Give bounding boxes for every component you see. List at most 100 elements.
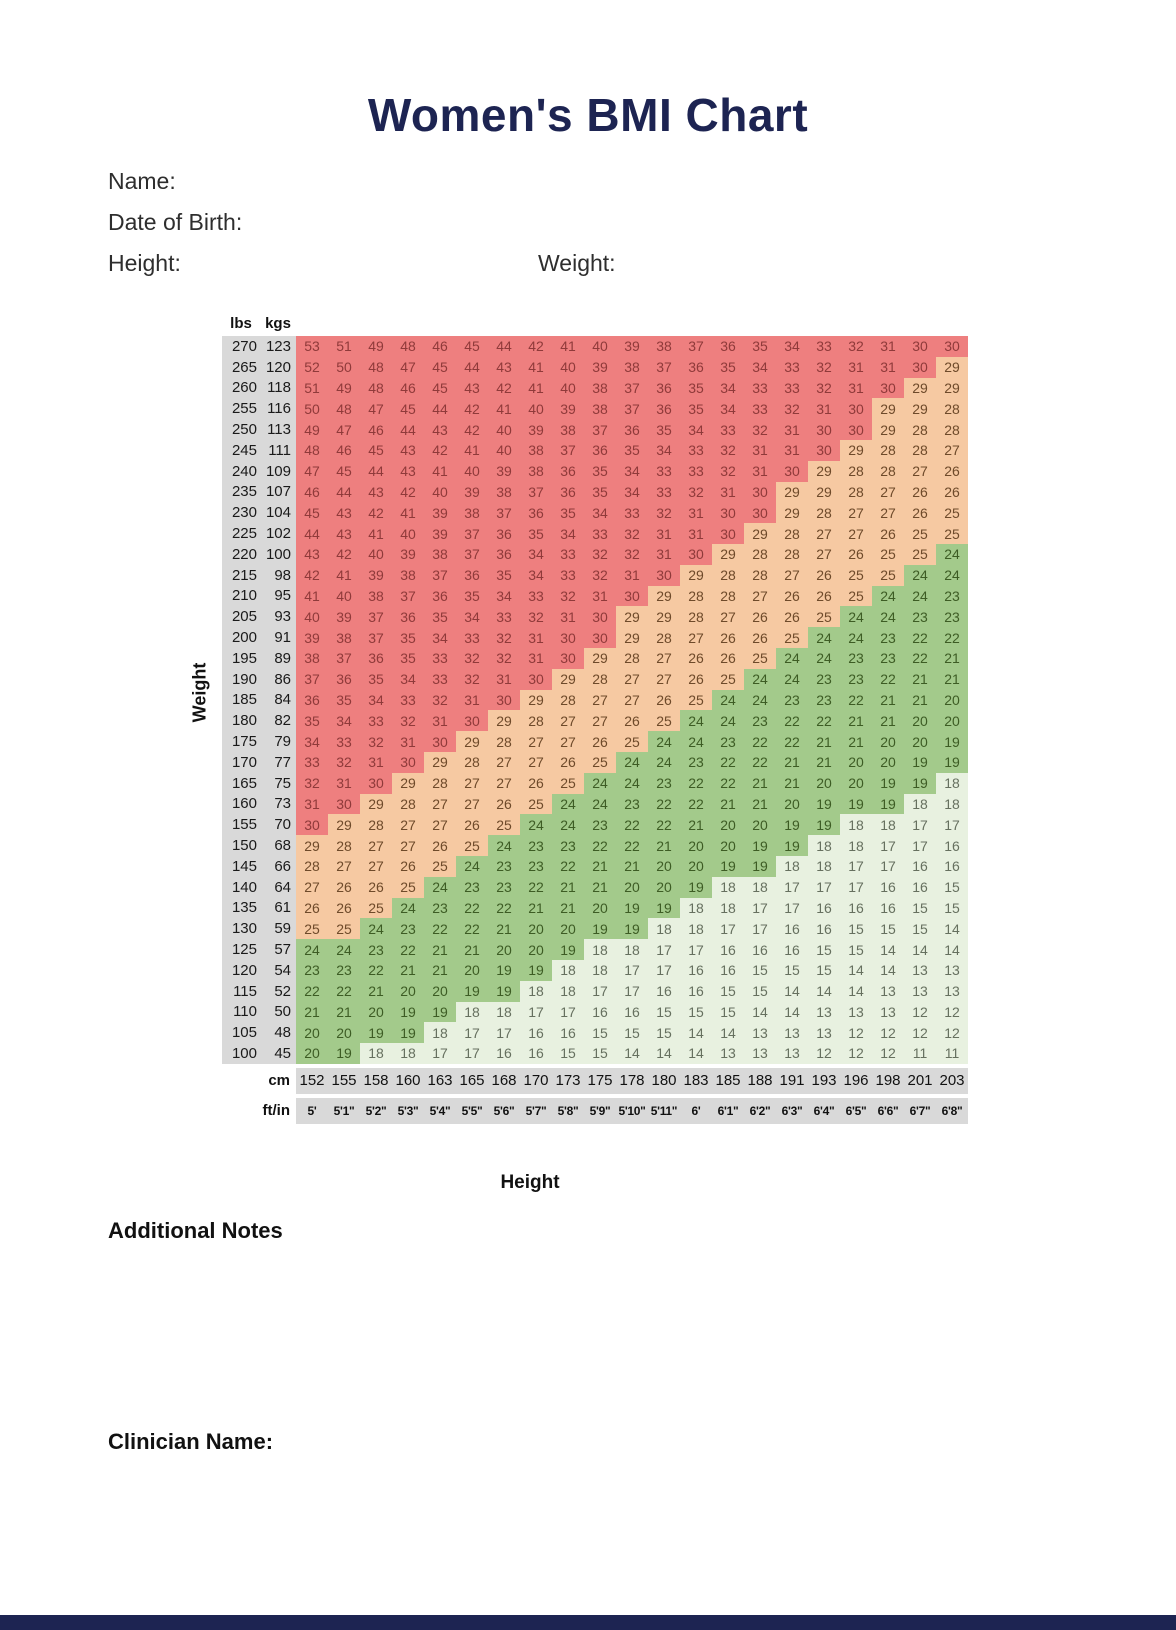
bmi-cell: 30 — [872, 377, 904, 399]
bmi-cell: 27 — [648, 668, 680, 690]
bmi-cell: 15 — [744, 980, 776, 1002]
bmi-cell: 24 — [840, 627, 872, 648]
bmi-cell: 28 — [712, 564, 744, 586]
bmi-cell: 26 — [296, 897, 328, 919]
bmi-cell: 29 — [424, 751, 456, 773]
bmi-cell: 32 — [360, 731, 392, 752]
weight-kgs-cell: 79 — [260, 731, 296, 752]
bmi-table-row: 135 61 26 26 25 24 23 22 22 21 21 20 19 19 18 18 17 17 16 1… — [222, 897, 968, 919]
bmi-cell: 44 — [296, 523, 328, 544]
bmi-cell: 46 — [328, 439, 360, 461]
bmi-cell: 43 — [424, 419, 456, 440]
bmi-cell: 31 — [648, 543, 680, 565]
bmi-cell: 21 — [872, 689, 904, 711]
bmi-cell: 21 — [456, 939, 488, 960]
bmi-cell: 34 — [616, 460, 648, 482]
weight-lbs-cell: 260 — [222, 377, 260, 399]
bmi-cell: 34 — [552, 523, 584, 544]
bmi-cell: 29 — [776, 502, 808, 524]
bmi-cell: 33 — [776, 377, 808, 399]
bmi-cell: 20 — [296, 1043, 328, 1064]
bmi-cell: 43 — [392, 439, 424, 461]
bmi-cell: 13 — [744, 1022, 776, 1044]
height-cm-cell: 188 — [744, 1067, 776, 1094]
bmi-cell: 26 — [808, 585, 840, 607]
bmi-cell: 24 — [616, 751, 648, 773]
height-field-label: Height: — [108, 250, 181, 276]
bmi-cell: 19 — [552, 939, 584, 960]
bmi-cell: 19 — [360, 1022, 392, 1044]
bmi-cell: 17 — [712, 918, 744, 940]
bmi-cell: 23 — [808, 689, 840, 711]
bmi-cell: 14 — [744, 1001, 776, 1023]
bmi-cell: 24 — [296, 939, 328, 960]
bmi-table-row: 160 73 31 30 29 28 27 27 26 25 24 24 23 22 22 21 21 20 19 1… — [222, 793, 968, 815]
bmi-cell: 30 — [488, 689, 520, 711]
kgs-unit-label: kgs — [265, 315, 291, 332]
bmi-cell: 34 — [776, 336, 808, 357]
bmi-cell: 24 — [712, 689, 744, 711]
bmi-cell: 23 — [840, 668, 872, 690]
height-ftin-cell: 5'7" — [520, 1097, 552, 1124]
additional-notes-heading: Additional Notes — [108, 1218, 283, 1243]
bmi-cell: 23 — [936, 606, 968, 628]
bmi-cell: 23 — [392, 918, 424, 940]
bmi-cell: 37 — [360, 606, 392, 628]
bmi-cell: 28 — [776, 543, 808, 565]
bmi-cell: 18 — [360, 1043, 392, 1064]
bmi-cell: 28 — [776, 523, 808, 544]
bmi-cell: 16 — [936, 835, 968, 856]
bmi-cell: 29 — [936, 377, 968, 399]
bmi-cell: 21 — [776, 751, 808, 773]
bmi-cell: 27 — [424, 793, 456, 815]
bmi-cell: 21 — [936, 668, 968, 690]
bmi-cell: 24 — [936, 564, 968, 586]
bmi-cell: 36 — [712, 336, 744, 357]
bmi-cell: 13 — [840, 1001, 872, 1023]
bmi-cell: 18 — [552, 980, 584, 1002]
bmi-cell: 14 — [840, 980, 872, 1002]
bmi-cell: 38 — [424, 543, 456, 565]
weight-lbs-cell: 235 — [222, 481, 260, 503]
bmi-cell: 29 — [904, 398, 936, 420]
height-ftin-cell: 5'10" — [616, 1097, 648, 1124]
bmi-cell: 28 — [296, 855, 328, 877]
bmi-cell: 33 — [744, 398, 776, 420]
bmi-cell: 30 — [328, 793, 360, 815]
bmi-cell: 34 — [744, 356, 776, 378]
bmi-cell: 27 — [872, 502, 904, 524]
bmi-cell: 28 — [424, 772, 456, 794]
bmi-cell: 13 — [808, 1001, 840, 1023]
bmi-cell: 29 — [744, 523, 776, 544]
bmi-cell: 30 — [712, 523, 744, 544]
bmi-cell: 15 — [680, 1001, 712, 1023]
bmi-cell: 22 — [552, 855, 584, 877]
bmi-cell: 14 — [808, 980, 840, 1002]
bmi-cell: 35 — [456, 585, 488, 607]
bmi-cell: 22 — [712, 751, 744, 773]
bmi-cell: 16 — [712, 959, 744, 981]
bmi-cell: 19 — [648, 897, 680, 919]
bmi-cell: 27 — [872, 481, 904, 503]
bmi-cell: 22 — [904, 647, 936, 669]
bmi-cell: 16 — [712, 939, 744, 960]
bmi-cell: 16 — [680, 980, 712, 1002]
bmi-cell: 21 — [584, 855, 616, 877]
weight-kgs-cell: 75 — [260, 772, 296, 794]
bmi-cell: 13 — [904, 980, 936, 1002]
bmi-cell: 42 — [296, 564, 328, 586]
bmi-table-row: 145 66 28 27 27 26 25 24 23 23 22 21 21 20 20 19 19 18 18 1… — [222, 855, 968, 877]
bmi-cell: 33 — [680, 439, 712, 461]
bmi-cell: 41 — [424, 460, 456, 482]
height-ftin-cell: 6'3" — [776, 1097, 808, 1124]
weight-lbs-cell: 175 — [222, 731, 260, 752]
bmi-cell: 51 — [328, 336, 360, 357]
height-cm-cell: 183 — [680, 1067, 712, 1094]
height-ftin-cell: 6' — [680, 1097, 712, 1124]
bmi-cell: 21 — [328, 1001, 360, 1023]
bmi-cell: 27 — [936, 439, 968, 461]
bmi-cell: 17 — [840, 855, 872, 877]
bmi-cell: 33 — [808, 336, 840, 357]
bmi-cell: 19 — [776, 835, 808, 856]
